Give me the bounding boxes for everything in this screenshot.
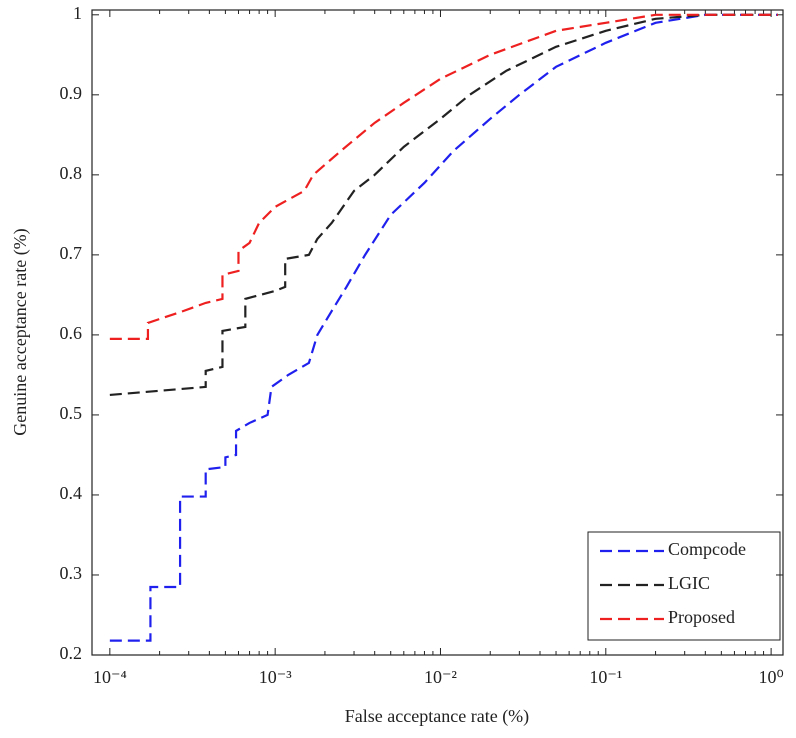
y-tick-label: 1 — [73, 3, 82, 23]
y-tick-label: 0.9 — [60, 83, 83, 103]
plot-frame — [91, 9, 784, 656]
y-tick-label: 0.4 — [60, 483, 83, 503]
series-line — [109, 13, 778, 340]
x-tick-label: 10⁻⁴ — [93, 667, 127, 687]
y-tick-label: 0.2 — [60, 643, 83, 663]
y-tick-label: 0.7 — [60, 243, 83, 263]
series-line — [109, 13, 778, 642]
legend-label: Compcode — [668, 539, 746, 559]
y-axis-label: Genuine acceptance rate (%) — [10, 228, 31, 435]
series-line — [109, 13, 778, 397]
x-tick-label: 10⁻¹ — [589, 667, 622, 687]
y-tick-label: 0.3 — [60, 563, 83, 583]
legend-label: Proposed — [668, 607, 735, 627]
x-tick-label: 10⁻² — [424, 667, 457, 687]
x-axis-label: False acceptance rate (%) — [345, 706, 529, 727]
y-tick-label: 0.5 — [60, 403, 83, 423]
x-tick-label: 10⁻³ — [259, 667, 293, 687]
legend-label: LGIC — [668, 573, 710, 593]
x-tick-label: 10⁰ — [759, 667, 784, 687]
y-tick-label: 0.6 — [60, 323, 83, 343]
y-tick-label: 0.8 — [60, 163, 83, 183]
